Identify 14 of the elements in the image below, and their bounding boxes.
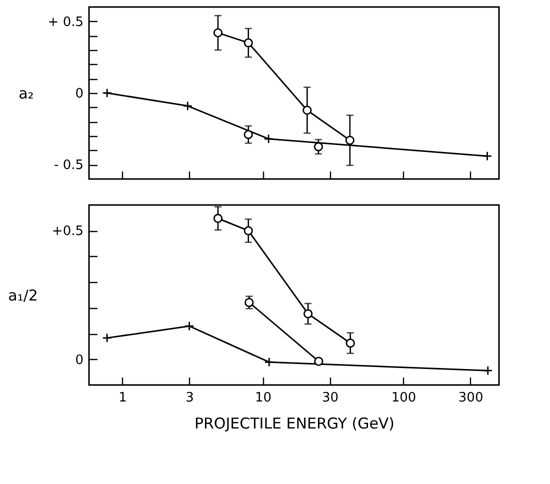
x-axis-title: PROJECTILE ENERGY (GeV) xyxy=(194,414,395,432)
y-axis-title: a₁/2 xyxy=(8,286,38,304)
y-tick-label: 0 xyxy=(75,352,84,368)
y-tick-label: 0 xyxy=(75,86,84,102)
y-axis-title: a₂ xyxy=(18,84,34,102)
x-tick-label: 10 xyxy=(254,390,272,406)
x-tick-label: 1 xyxy=(118,390,127,406)
x-tick-label: 30 xyxy=(322,390,339,406)
x-tick-label: 3 xyxy=(186,390,194,406)
x-tick-label: 100 xyxy=(391,390,416,406)
y-tick-label: +0.5 xyxy=(52,224,84,240)
y-tick-label: + 0.5 xyxy=(48,14,84,30)
x-tick-label: 300 xyxy=(458,390,484,406)
y-tick-label: - 0.5 xyxy=(54,158,84,174)
